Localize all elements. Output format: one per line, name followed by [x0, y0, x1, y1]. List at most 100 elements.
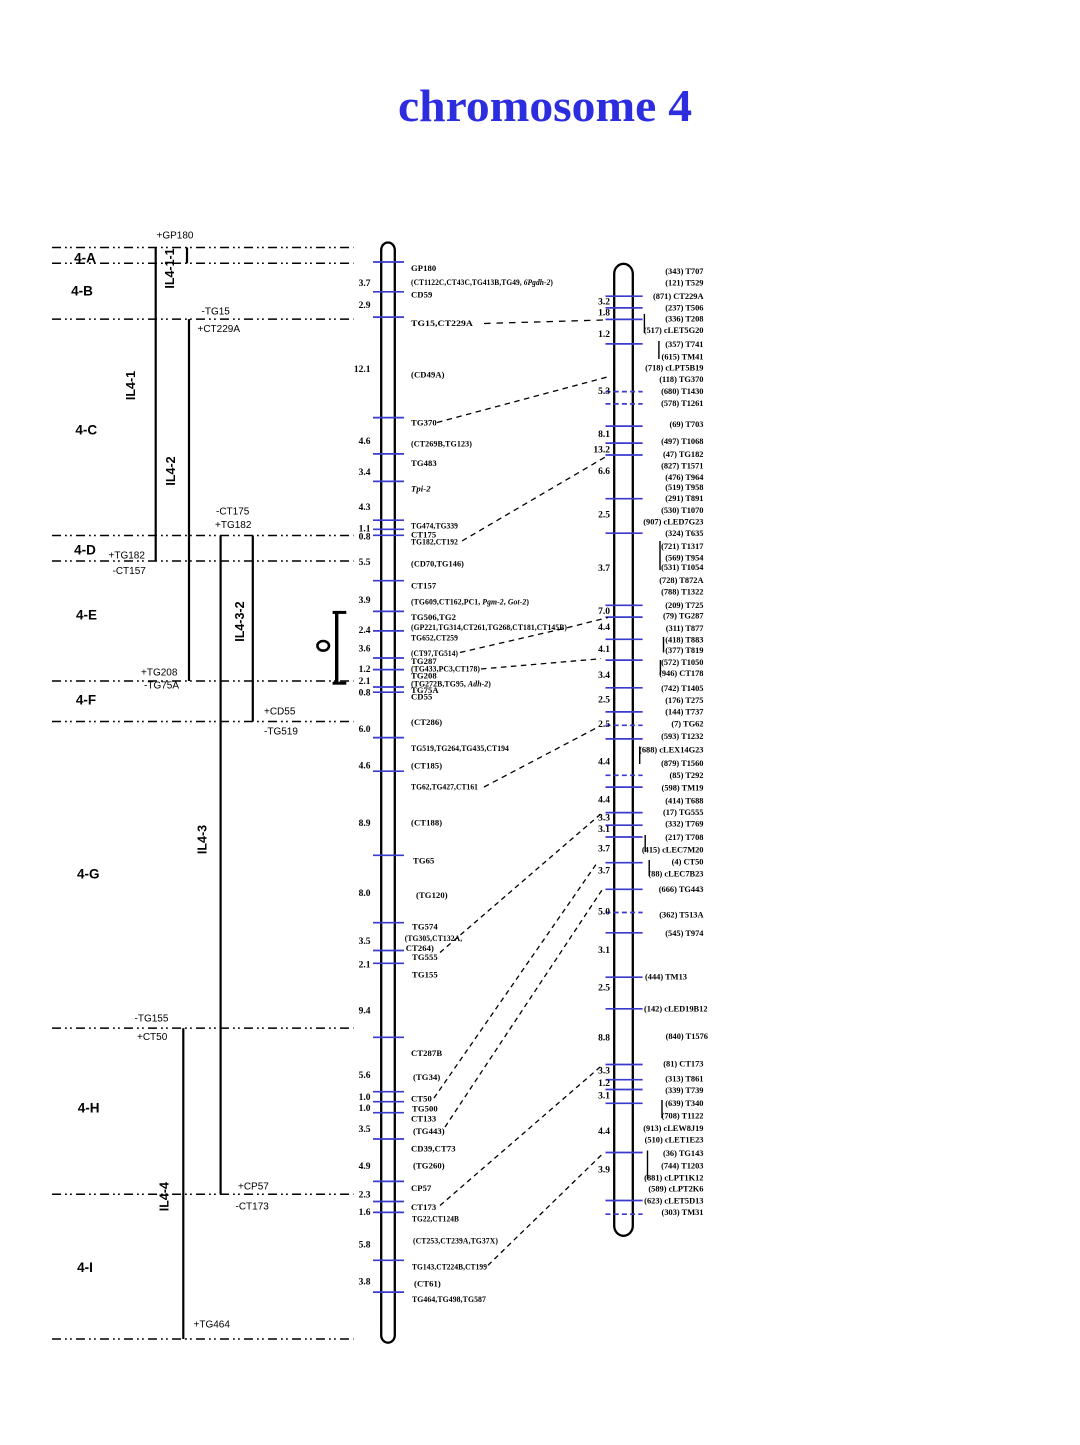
svg-text:+CP57: +CP57 — [238, 1182, 269, 1193]
svg-text:(324) T635: (324) T635 — [665, 529, 703, 538]
svg-text:2.3: 2.3 — [359, 1191, 371, 1201]
svg-text:+GP180: +GP180 — [157, 231, 194, 242]
svg-text:3.7: 3.7 — [598, 564, 610, 574]
svg-text:2.5: 2.5 — [598, 984, 610, 994]
svg-text:(CT253,CT239A,TG37X): (CT253,CT239A,TG37X) — [413, 1236, 498, 1246]
svg-text:4.4: 4.4 — [598, 795, 610, 805]
svg-text:TG62,TG427,CT161: TG62,TG427,CT161 — [411, 781, 478, 791]
svg-text:5.0: 5.0 — [598, 908, 610, 918]
svg-text:13.2: 13.2 — [593, 446, 610, 456]
svg-text:(476) T964: (476) T964 — [665, 473, 704, 482]
svg-text:8.1: 8.1 — [598, 430, 610, 440]
svg-text:+TG464: +TG464 — [194, 1320, 231, 1331]
svg-text:3.9: 3.9 — [598, 1165, 610, 1175]
svg-text:3.1: 3.1 — [598, 825, 610, 835]
svg-text:-TG519: -TG519 — [264, 727, 298, 738]
svg-text:IL4-2: IL4-2 — [164, 456, 178, 485]
svg-text:(CT188): (CT188) — [411, 818, 442, 828]
svg-text:(871) CT229A: (871) CT229A — [653, 292, 703, 301]
svg-text:(414) T688: (414) T688 — [665, 797, 703, 806]
svg-text:TG652,CT259: TG652,CT259 — [411, 632, 458, 642]
svg-text:(81) CT173: (81) CT173 — [663, 1059, 703, 1068]
svg-text:(881) cLPT1K12: (881) cLPT1K12 — [644, 1173, 703, 1182]
svg-text:(TG305,CT132A,: (TG305,CT132A, — [405, 933, 463, 943]
svg-text:TG155: TG155 — [412, 969, 438, 979]
svg-text:4-D: 4-D — [74, 543, 96, 558]
svg-text:(TG260): (TG260) — [413, 1160, 445, 1170]
svg-text:(666) TG443: (666) TG443 — [659, 885, 704, 894]
svg-text:(623) cLET5D13: (623) cLET5D13 — [644, 1196, 703, 1205]
svg-text:2.5: 2.5 — [598, 695, 610, 705]
svg-text:(118) TG370: (118) TG370 — [659, 375, 703, 384]
svg-text:TG506,TG2: TG506,TG2 — [411, 612, 456, 622]
svg-text:-CT157: -CT157 — [113, 566, 147, 577]
svg-text:(17) TG555: (17) TG555 — [663, 808, 704, 817]
svg-text:1.2: 1.2 — [598, 330, 610, 340]
svg-text:(176) T275: (176) T275 — [665, 696, 703, 705]
svg-text:(291) T891: (291) T891 — [665, 494, 703, 503]
svg-text:+TG208: +TG208 — [141, 668, 178, 679]
svg-text:(840) T1576: (840) T1576 — [666, 1032, 708, 1041]
svg-text:TG22,CT124B: TG22,CT124B — [412, 1214, 459, 1224]
svg-text:GP180: GP180 — [411, 263, 436, 273]
svg-text:(CT61): (CT61) — [414, 1278, 441, 1288]
svg-text:3.7: 3.7 — [359, 279, 371, 289]
svg-text:3.9: 3.9 — [359, 596, 371, 606]
svg-text:4-C: 4-C — [75, 423, 97, 438]
svg-text:4.4: 4.4 — [598, 758, 610, 768]
svg-text:3.7: 3.7 — [598, 844, 610, 854]
svg-text:(946) CT178: (946) CT178 — [659, 669, 703, 678]
svg-text:8.9: 8.9 — [359, 819, 371, 829]
svg-text:(788) T1322: (788) T1322 — [661, 587, 703, 596]
svg-text:CP57: CP57 — [411, 1183, 432, 1193]
svg-text:2.1: 2.1 — [359, 961, 371, 971]
svg-text:3.2: 3.2 — [598, 297, 610, 307]
svg-text:(311) T877: (311) T877 — [666, 624, 704, 633]
svg-text:CT264): CT264) — [406, 943, 434, 953]
svg-text:(TG34): (TG34) — [413, 1072, 440, 1082]
svg-text:+CD55: +CD55 — [264, 707, 296, 718]
svg-text:+TG182: +TG182 — [109, 551, 146, 562]
svg-text:Tpi-2: Tpi-2 — [411, 483, 431, 493]
svg-text:TG574: TG574 — [412, 921, 438, 931]
svg-text:-TG75A: -TG75A — [144, 681, 179, 692]
svg-text:(362) T513A: (362) T513A — [659, 911, 703, 920]
svg-text:CD55: CD55 — [411, 691, 432, 701]
svg-text:(879) T1560: (879) T1560 — [661, 759, 703, 768]
svg-text:(CT286): (CT286) — [411, 717, 442, 727]
svg-text:(578) T1261: (578) T1261 — [661, 399, 703, 408]
svg-text:(517) cLET5G20: (517) cLET5G20 — [644, 326, 704, 335]
svg-text:8.8: 8.8 — [598, 1033, 610, 1043]
svg-text:TG208: TG208 — [411, 671, 437, 681]
svg-text:3.4: 3.4 — [359, 468, 371, 478]
svg-text:2.5: 2.5 — [598, 511, 610, 521]
svg-text:+CT50: +CT50 — [137, 1032, 168, 1043]
svg-text:6.0: 6.0 — [359, 725, 371, 735]
svg-text:IL4-4: IL4-4 — [157, 1182, 171, 1211]
svg-text:TG555: TG555 — [412, 952, 438, 962]
svg-text:4.4: 4.4 — [598, 623, 610, 633]
svg-text:(CD49A): (CD49A) — [411, 369, 445, 379]
svg-text:(CT269B,TG123): (CT269B,TG123) — [411, 438, 472, 448]
svg-text:2.5: 2.5 — [598, 720, 610, 730]
svg-text:(510) cLET1E23: (510) cLET1E23 — [645, 1136, 704, 1145]
svg-text:chromosome 4: chromosome 4 — [398, 80, 692, 131]
svg-text:(CD70,TG146): (CD70,TG146) — [411, 558, 464, 568]
svg-text:(336) T208: (336) T208 — [665, 315, 703, 324]
svg-text:+CT229A: +CT229A — [198, 324, 241, 335]
svg-text:CT173: CT173 — [411, 1202, 436, 1212]
svg-text:3.1: 3.1 — [598, 946, 610, 956]
svg-text:3.5: 3.5 — [359, 1125, 371, 1135]
svg-text:(572) T1050: (572) T1050 — [661, 658, 703, 667]
svg-text:(142) cLED19B12: (142) cLED19B12 — [644, 1004, 708, 1013]
svg-text:CD59: CD59 — [411, 290, 432, 300]
svg-text:4-E: 4-E — [76, 608, 97, 623]
svg-text:3.3: 3.3 — [598, 1066, 610, 1076]
svg-text:TG500: TG500 — [412, 1103, 438, 1113]
svg-text:(36) TG143: (36) TG143 — [663, 1149, 704, 1158]
svg-text:3.3: 3.3 — [598, 814, 610, 824]
svg-text:TG287: TG287 — [411, 656, 437, 666]
svg-text:TG483: TG483 — [411, 458, 437, 468]
svg-text:(377) T819: (377) T819 — [665, 646, 703, 655]
svg-text:(TG272B,TG95, Adh-2): (TG272B,TG95, Adh-2) — [411, 678, 491, 688]
